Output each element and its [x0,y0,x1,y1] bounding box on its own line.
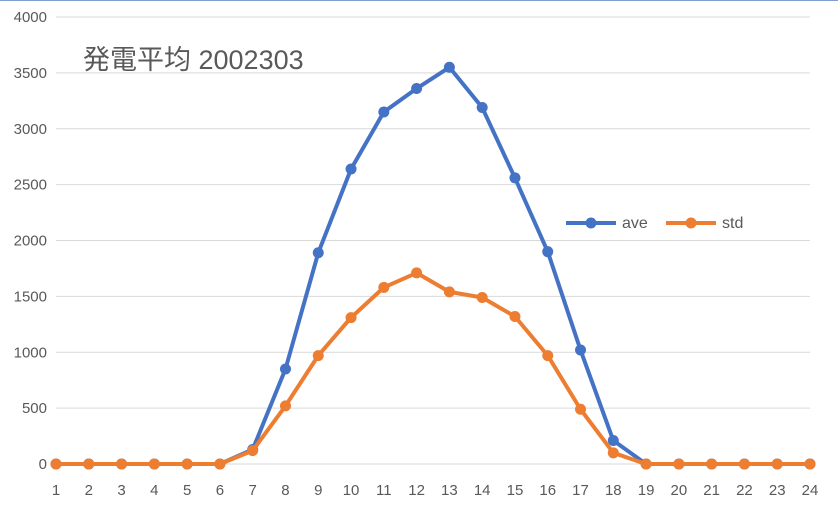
x-tick-label-17: 17 [572,482,589,499]
data-point-std-17 [575,403,587,415]
data-point-std-6 [214,458,226,470]
x-tick-label-13: 13 [441,482,458,499]
data-point-ave-17 [575,344,587,356]
y-tick-label-3500: 3500 [14,65,47,82]
x-tick-label-3: 3 [117,482,125,499]
data-point-std-7 [247,445,259,457]
legend: ave std [566,215,743,232]
x-tick-label-23: 23 [769,482,786,499]
y-axis-tick-labels: 0 500 1000 1500 2000 2500 3000 3500 4000 [14,9,47,473]
data-point-std-19 [640,458,652,470]
data-point-std-5 [181,458,193,470]
gridlines [56,16,810,465]
x-tick-label-7: 7 [249,482,257,499]
x-tick-label-16: 16 [539,482,556,499]
x-tick-label-14: 14 [474,482,491,499]
x-tick-label-8: 8 [281,482,289,499]
legend-marker-std [685,217,697,229]
data-point-std-4 [148,458,160,470]
x-tick-label-21: 21 [703,482,720,499]
legend-label-ave: ave [622,215,648,232]
data-point-ave-14 [476,102,488,114]
data-point-std-24 [804,458,816,470]
data-point-std-18 [607,447,619,459]
chart-title: 発電平均 2002303 [83,45,304,75]
x-tick-label-5: 5 [183,482,191,499]
x-tick-label-12: 12 [408,482,425,499]
x-axis-tick-labels: 1 2 3 4 5 6 7 8 9 10 11 12 13 14 15 16 17 18 19 20 21 22 23 24 [52,482,819,499]
series-lines [50,61,816,470]
data-point-std-16 [542,350,554,362]
data-point-ave-9 [312,247,324,259]
data-point-std-21 [706,458,718,470]
data-point-std-1 [50,458,62,470]
data-point-ave-16 [542,246,554,258]
data-point-std-8 [279,400,291,412]
data-point-ave-15 [509,172,521,184]
data-point-ave-8 [279,363,291,375]
data-point-std-3 [116,458,128,470]
y-tick-label-1500: 1500 [14,288,47,305]
data-point-ave-18 [607,435,619,447]
x-tick-label-10: 10 [343,482,360,499]
x-tick-label-15: 15 [507,482,524,499]
y-tick-label-3000: 3000 [14,121,47,138]
data-point-std-22 [738,458,750,470]
data-point-std-23 [771,458,783,470]
data-point-std-15 [509,310,521,322]
legend-label-std: std [722,215,743,232]
data-point-std-11 [378,281,390,293]
x-tick-label-4: 4 [150,482,158,499]
data-point-ave-10 [345,163,357,175]
x-tick-label-2: 2 [85,482,93,499]
y-tick-label-500: 500 [22,400,47,417]
x-tick-label-18: 18 [605,482,622,499]
data-point-std-9 [312,350,324,362]
x-tick-label-20: 20 [671,482,688,499]
y-tick-label-4000: 4000 [14,9,47,26]
series-line-std [54,270,812,466]
data-point-std-14 [476,291,488,303]
data-point-ave-13 [443,61,455,73]
data-point-std-12 [411,267,423,279]
data-point-ave-12 [411,83,423,95]
x-tick-label-11: 11 [376,482,392,499]
x-tick-label-24: 24 [802,482,819,499]
data-point-std-10 [345,312,357,324]
y-tick-label-0: 0 [39,456,47,473]
x-tick-label-6: 6 [216,482,224,499]
data-point-std-13 [443,286,455,298]
y-tick-label-2000: 2000 [14,233,47,250]
data-point-std-2 [83,458,95,470]
y-tick-label-1000: 1000 [14,344,47,361]
series-line-ave [54,65,812,466]
x-tick-label-22: 22 [736,482,753,499]
legend-marker-ave [585,217,597,229]
data-point-std-20 [673,458,685,470]
x-tick-label-19: 19 [638,482,655,499]
x-tick-label-9: 9 [314,482,322,499]
y-tick-label-2500: 2500 [14,177,47,194]
data-point-ave-11 [378,106,390,118]
x-tick-label-1: 1 [52,482,60,499]
